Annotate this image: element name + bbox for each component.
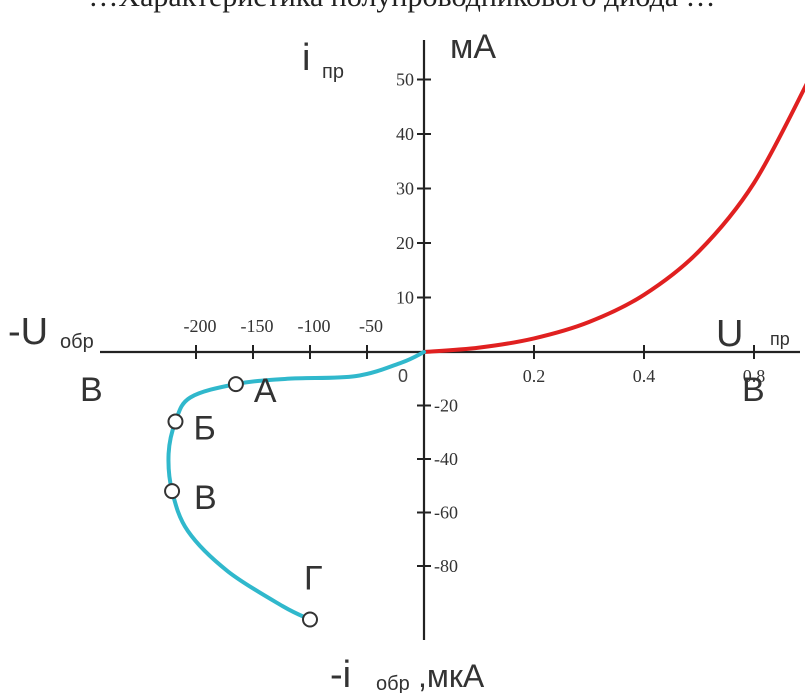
caption-text: …Характеристика полупроводникового диода… [88, 0, 715, 13]
point-marker-label: В [194, 479, 217, 517]
forward-branch-curve [422, 82, 805, 354]
tick-layer: 10203040500.20.40.81.0-50-100-150-200-20… [184, 70, 766, 577]
y-neg-axis-label: -i [330, 654, 351, 693]
point-marker-label: А [254, 372, 277, 410]
y-pos-tick-label: 40 [396, 124, 414, 144]
x-pos-tick-label: 0.8 [743, 366, 766, 386]
x-pos-axis-subscript: пр [770, 329, 790, 349]
point-marker [227, 376, 244, 393]
y-pos-axis-label: i [302, 37, 310, 79]
x-pos-tick-label: 0.4 [633, 366, 656, 386]
y-neg-tick-label: -80 [434, 556, 458, 576]
curve-layer [166, 82, 805, 622]
x-neg-tick-label: -150 [241, 316, 274, 336]
x-neg-tick-label: -50 [359, 316, 383, 336]
y-neg-tick-label: -40 [434, 449, 458, 469]
y-neg-axis-subscript: обр [376, 673, 410, 693]
point-marker [164, 483, 181, 500]
x-pos-axis-label: U [716, 313, 743, 355]
y-neg-tick-label: -20 [434, 396, 458, 416]
y-pos-tick-label: 30 [396, 179, 414, 199]
x-neg-tick-label: -100 [298, 316, 331, 336]
y-pos-axis-subscript: пр [322, 61, 344, 83]
y-pos-tick-label: 50 [396, 70, 414, 90]
point-marker-label: Б [193, 410, 215, 448]
y-pos-unit-label: мА [450, 28, 496, 66]
marker-layer: А БВ Г [164, 372, 322, 628]
y-pos-tick-label: 10 [396, 288, 414, 308]
x-neg-unit-label: В [80, 371, 103, 409]
x-neg-axis-subscript: обр [60, 331, 94, 353]
point-marker-label: Г [304, 560, 322, 598]
y-pos-tick-label: 20 [396, 233, 414, 253]
y-neg-tick-label: -60 [434, 503, 458, 523]
x-pos-tick-label: 0.2 [523, 366, 546, 386]
x-neg-tick-label: -200 [184, 316, 217, 336]
x-pos-unit-label: В [742, 371, 765, 409]
point-marker [302, 611, 318, 628]
origin-label: 0 [398, 366, 408, 386]
y-neg-unit-label: ,мкА [418, 658, 485, 693]
point-marker [167, 413, 184, 430]
x-neg-axis-label: -U [8, 311, 48, 353]
